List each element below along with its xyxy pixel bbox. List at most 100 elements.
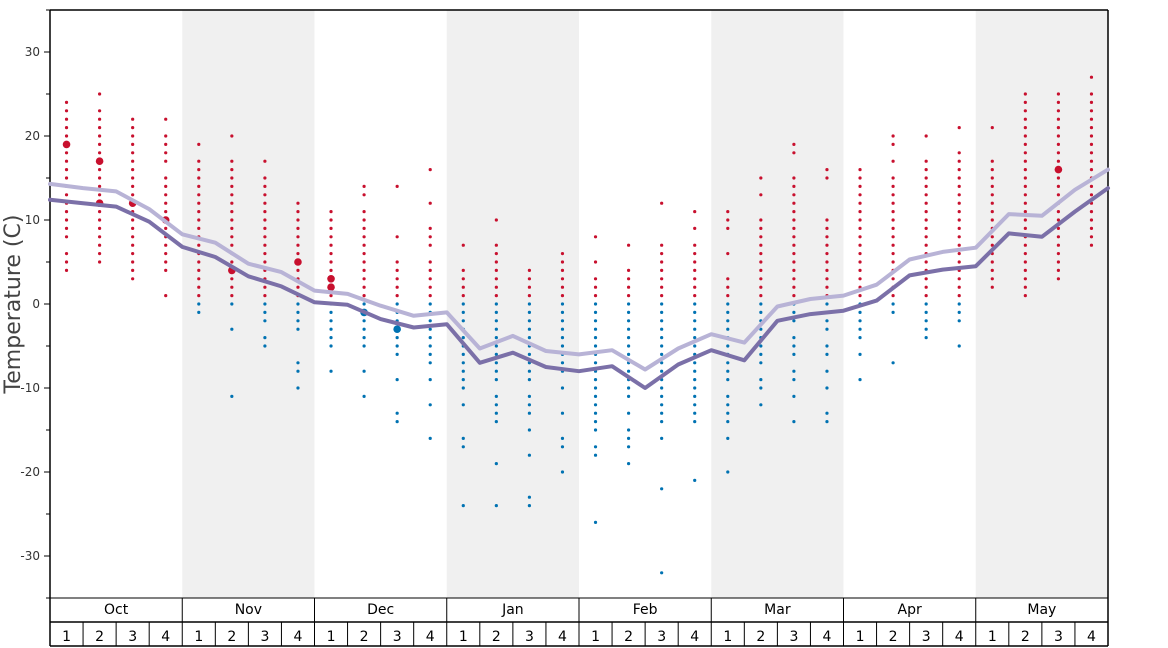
observation-dot xyxy=(395,302,399,306)
observation-dot xyxy=(527,428,532,432)
observation-dot xyxy=(626,436,631,440)
observation-dot xyxy=(428,352,432,356)
observation-dot xyxy=(1089,235,1094,239)
week-label: 4 xyxy=(690,629,699,645)
observation-dot xyxy=(957,176,961,180)
observation-dot xyxy=(792,369,796,373)
observation-dot xyxy=(296,201,300,205)
observation-dot xyxy=(825,327,829,331)
observation-dot xyxy=(759,176,763,180)
observation-dot xyxy=(64,268,69,272)
observation-dot xyxy=(230,277,234,281)
observation-dot xyxy=(1056,226,1061,230)
observation-dot xyxy=(759,344,763,348)
week-label: 2 xyxy=(756,629,765,645)
observation-dot xyxy=(131,142,135,146)
observation-dot xyxy=(494,352,498,356)
observation-dot xyxy=(957,310,961,314)
observation-dot xyxy=(329,319,333,323)
observation-dot xyxy=(461,504,465,508)
observation-dot xyxy=(924,218,928,222)
month-label: Jan xyxy=(501,602,524,618)
observation-dot xyxy=(593,302,598,306)
observation-dot xyxy=(1023,134,1027,138)
observation-dot xyxy=(97,92,102,96)
observation-dot xyxy=(626,336,631,340)
observation-dot xyxy=(560,361,565,365)
observation-dot xyxy=(759,378,763,382)
observation-dot xyxy=(825,352,829,356)
observation-dot xyxy=(759,243,763,247)
average-temperature-line xyxy=(48,167,1110,372)
observation-dot xyxy=(395,268,399,272)
observation-dot xyxy=(428,378,432,382)
observation-dot xyxy=(97,235,102,239)
observation-dot xyxy=(97,218,102,222)
observation-dot xyxy=(726,327,730,331)
observation-dot xyxy=(560,344,565,348)
observation-dot xyxy=(726,310,730,314)
observation-dot xyxy=(560,470,565,474)
observation-dot xyxy=(64,159,69,163)
observation-dot xyxy=(329,260,333,264)
observation-dot xyxy=(461,436,465,440)
observation-dot xyxy=(1056,92,1061,96)
observation-dot xyxy=(494,462,498,466)
observation-dot xyxy=(494,420,498,424)
observation-dot xyxy=(560,319,565,323)
month-label: Apr xyxy=(898,602,922,618)
observation-dot xyxy=(263,302,267,306)
week-label: 3 xyxy=(128,629,137,645)
observation-dot xyxy=(263,218,267,222)
observation-dot xyxy=(263,184,267,188)
observation-dot xyxy=(825,386,829,390)
observation-dot xyxy=(792,310,796,314)
observation-dot xyxy=(494,243,498,247)
observation-dot xyxy=(95,157,104,165)
observation-dot xyxy=(494,294,498,298)
observation-dot xyxy=(296,226,300,230)
observation-dot xyxy=(197,159,201,163)
observation-dot xyxy=(1023,285,1027,289)
observation-dot xyxy=(294,258,302,266)
observation-dot xyxy=(263,336,267,340)
observation-dot xyxy=(494,327,498,331)
y-tick-label: -30 xyxy=(20,549,40,563)
observation-dot xyxy=(197,302,201,306)
observation-dot xyxy=(924,168,928,172)
observation-dot xyxy=(329,243,333,247)
observation-dot xyxy=(990,193,994,197)
observation-dot xyxy=(858,226,862,230)
observation-dot xyxy=(461,378,465,382)
observation-dot xyxy=(428,277,432,281)
observation-dot xyxy=(1056,151,1061,155)
x-axis: Oct 1 2 3 4 Nov 1 2 3 4 Dec 1 2 3 4 Jan 1 2 3 4 Feb 1 2 3 4 Mar 1 2… xyxy=(50,597,1108,647)
observation-dot xyxy=(593,520,598,525)
observation-dot xyxy=(957,218,961,222)
week-label: 2 xyxy=(492,629,501,645)
observation-dot xyxy=(1023,176,1027,180)
observation-dot xyxy=(395,285,399,289)
observation-dot xyxy=(1056,210,1061,214)
observation-dot xyxy=(924,210,928,214)
observation-dot xyxy=(957,285,961,289)
observation-dot xyxy=(131,151,135,155)
observation-dot xyxy=(230,260,234,264)
observation-dot xyxy=(527,411,532,415)
observation-dot xyxy=(593,235,598,239)
observation-dot xyxy=(1056,218,1061,222)
month-label: May xyxy=(1027,602,1056,618)
observation-dot xyxy=(626,277,631,281)
observation-dot xyxy=(263,235,267,239)
observation-dot xyxy=(924,260,928,264)
observation-dot xyxy=(660,344,664,348)
observation-dot xyxy=(759,268,763,272)
observation-dot xyxy=(230,294,234,298)
average-temperature-line xyxy=(48,186,1110,390)
observation-dot xyxy=(1023,218,1027,222)
observation-dot xyxy=(197,218,201,222)
observation-dot xyxy=(792,285,796,289)
observation-dot xyxy=(296,243,300,247)
observation-dot xyxy=(197,226,201,230)
observation-dot xyxy=(164,134,168,138)
